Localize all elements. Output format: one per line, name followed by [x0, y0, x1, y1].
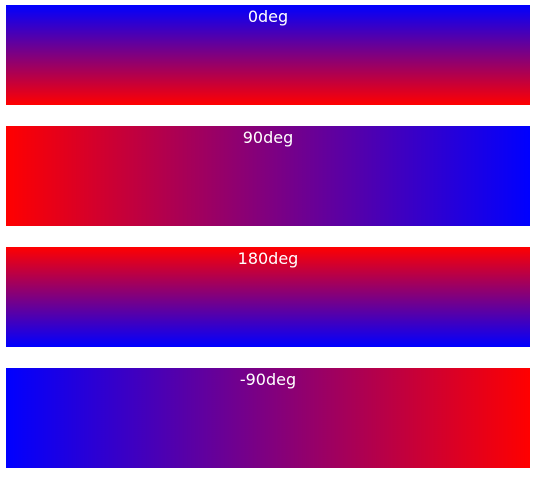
gradient-label: 0deg [247, 7, 289, 26]
gradient-box: 180deg [6, 247, 530, 347]
gradient-box: 0deg [6, 5, 530, 105]
gradient-label: 90deg [242, 128, 294, 147]
gradient-label: 180deg [237, 249, 299, 268]
gradient-box: 90deg [6, 126, 530, 226]
gradient-box: -90deg [6, 368, 530, 468]
gradient-label: -90deg [239, 370, 297, 389]
